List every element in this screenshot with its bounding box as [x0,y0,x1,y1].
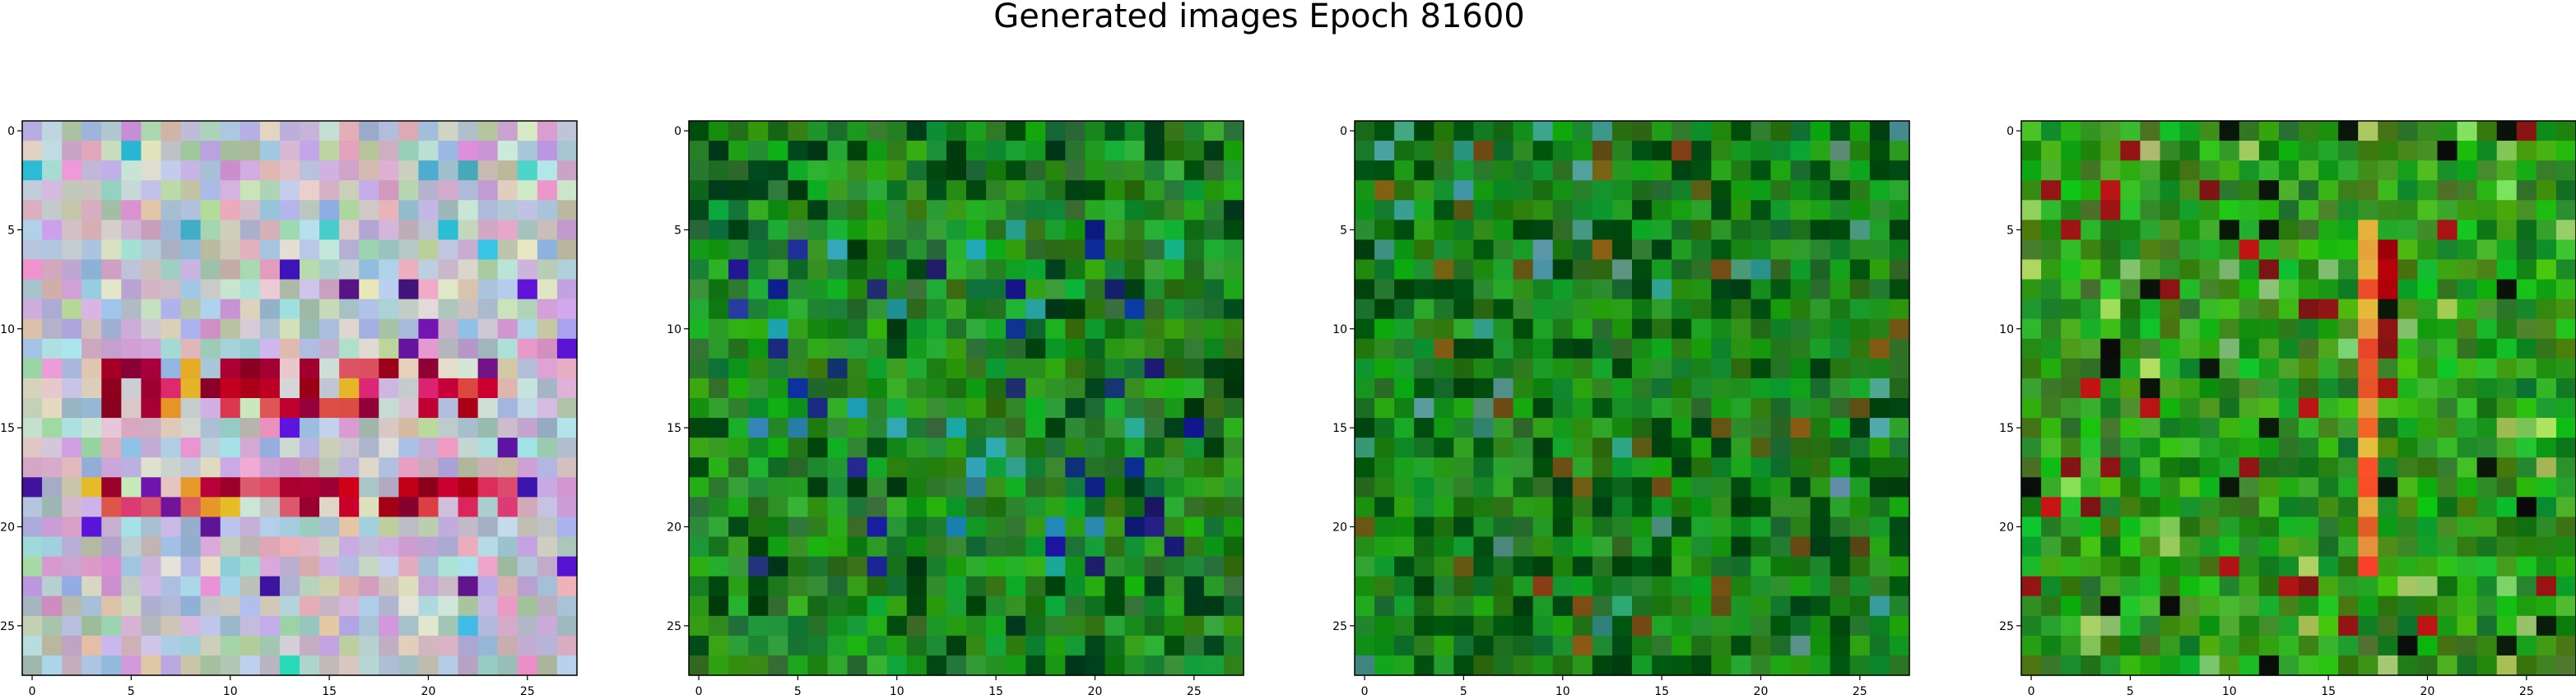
x-tick-label: 5 [1460,685,1467,695]
y-tick-label: 25 [1332,620,1347,633]
y-tick-label: 20 [0,521,15,534]
x-tick-label: 15 [988,685,1003,695]
y-tick-label: 15 [1332,422,1347,435]
y-tick-label: 5 [674,224,681,237]
y-tick-label: 5 [2006,224,2014,237]
x-tick-label: 10 [890,685,904,695]
y-tick-label: 15 [667,422,681,435]
axes-frame [1354,120,1910,676]
x-tick-label: 10 [223,685,238,695]
x-tick-label: 0 [695,685,703,695]
figure-title: Generated images Epoch 81600 [993,0,1525,35]
pixel-grid [2021,121,2576,676]
x-tick-label: 5 [2127,685,2134,695]
y-tick-label: 15 [1999,422,2014,435]
image-panel-3: 0 5 10 15 20 25 0 5 10 15 20 25 [1332,120,1910,695]
y-tick-label: 10 [1332,323,1347,336]
y-tick-label: 10 [0,323,15,336]
x-tick-label: 20 [421,685,436,695]
y-tick-label: 5 [1340,224,1347,237]
image-panel-2: 0 5 10 15 20 25 0 5 10 15 20 25 [667,120,1244,695]
x-tick-label: 10 [2222,685,2237,695]
y-tick-label: 25 [667,620,681,633]
image-panels: 0 5 10 15 20 25 0 5 10 15 20 25 0 5 10 15 20 25 0 5 10 15 20 25… [0,120,2576,695]
x-tick-label: 25 [1187,685,1202,695]
x-tick-label: 15 [1654,685,1669,695]
x-tick-label: 25 [1853,685,1867,695]
x-tick-label: 5 [794,685,802,695]
y-tick-label: 25 [0,620,15,633]
image-panel-1: 0 5 10 15 20 25 0 5 10 15 20 25 [0,120,578,695]
axes-frame [2020,120,2576,676]
axes-frame [688,120,1244,676]
pixel-grid [689,121,1244,676]
y-tick-label: 20 [1999,521,2014,534]
y-tick-label: 0 [2006,125,2014,138]
y-tick-label: 0 [1340,125,1347,138]
y-tick-label: 0 [7,125,15,138]
pixel-grid [22,121,578,676]
y-tick-label: 15 [0,422,15,435]
x-tick-label: 20 [2420,685,2435,695]
y-tick-label: 20 [1332,521,1347,534]
x-tick-label: 10 [1555,685,1570,695]
y-tick-label: 5 [7,224,15,237]
x-tick-label: 0 [1361,685,1369,695]
y-tick-label: 20 [667,521,681,534]
x-tick-label: 15 [322,685,337,695]
pixel-grid [1355,121,1910,676]
x-tick-label: 20 [1088,685,1103,695]
x-tick-label: 15 [2321,685,2336,695]
axes-frame [21,120,578,676]
x-tick-label: 20 [1754,685,1769,695]
y-tick-label: 10 [1999,323,2014,336]
y-tick-label: 25 [1999,620,2014,633]
x-tick-label: 5 [128,685,135,695]
x-tick-label: 25 [2519,685,2534,695]
y-tick-label: 0 [674,125,681,138]
image-panel-4: 0 5 10 15 20 25 0 5 10 15 20 25 [1999,120,2576,695]
y-tick-label: 10 [667,323,681,336]
x-tick-label: 0 [29,685,36,695]
x-tick-label: 25 [520,685,535,695]
x-tick-label: 0 [2028,685,2035,695]
